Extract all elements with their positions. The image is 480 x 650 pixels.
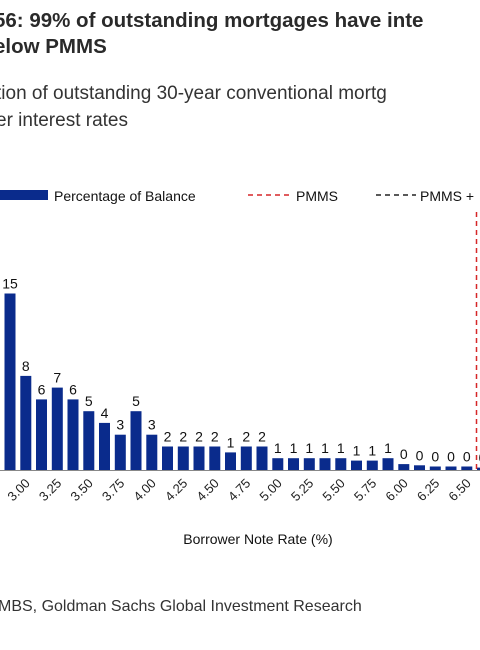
bar-data-label: 7 <box>53 370 61 386</box>
x-tick-label: 6.00 <box>382 476 411 505</box>
bar <box>67 399 79 470</box>
bar <box>99 422 110 470</box>
bar-data-label: 2 <box>164 429 172 445</box>
bar-data-label: 0 <box>400 446 408 462</box>
x-tick-label: 5.25 <box>288 476 317 505</box>
bar <box>225 452 236 470</box>
bar <box>209 446 221 470</box>
bar <box>36 399 47 470</box>
bar-data-label: 2 <box>179 429 187 445</box>
x-tick-label: 4.25 <box>162 476 191 505</box>
bar-data-label: 3 <box>148 417 156 433</box>
bar-data-label: 2 <box>195 429 203 445</box>
bar-data-label: 5 <box>132 393 140 409</box>
x-axis-ticks: 3.00 3.25 3.50 3.75 4.00 4.25 4.50 4.75 5.00 5.25… <box>4 476 480 505</box>
bar-data-label: 2 <box>211 429 219 445</box>
bar-data-label: 1 <box>337 440 345 456</box>
bar-data-label: 0 <box>416 447 424 463</box>
bar <box>398 464 410 470</box>
bar <box>288 458 299 470</box>
bar <box>20 375 32 470</box>
x-tick-label: 4.50 <box>193 476 222 505</box>
bar <box>146 434 158 470</box>
bar <box>445 466 457 470</box>
legend-label-pmms: PMMS <box>296 188 338 204</box>
bar-data-label: 0 <box>447 449 455 465</box>
bar <box>4 293 16 470</box>
x-tick-label: 6.25 <box>414 476 443 505</box>
bar-data-label: 1 <box>321 440 329 456</box>
x-tick-label: 5.50 <box>319 476 348 505</box>
bar-data-label: 0 <box>431 449 439 465</box>
bar-data-label: 1 <box>368 443 376 459</box>
bar <box>162 446 173 470</box>
x-tick-label: 3.50 <box>67 476 96 505</box>
bar-data-label: 1 <box>290 440 298 456</box>
bar <box>51 387 63 470</box>
x-tick-label: 3.00 <box>4 476 33 505</box>
bar <box>272 458 284 470</box>
legend-label-pmms-plus: PMMS + <box>420 188 474 204</box>
bar <box>130 411 142 470</box>
bar <box>319 458 331 470</box>
chart-title-line-1: 56: 99% of outstanding mortgages have in… <box>0 9 424 32</box>
bar-data-label: 1 <box>353 443 361 459</box>
bar-data-label: 6 <box>38 381 46 397</box>
x-tick-label: 5.00 <box>256 476 285 505</box>
bar-series <box>4 293 480 470</box>
legend-swatch-percentage-of-balance <box>0 190 48 200</box>
bar <box>83 411 95 470</box>
bar-data-label: 1 <box>274 440 282 456</box>
bar <box>193 446 205 470</box>
chart-subtitle-line-2: er interest rates <box>0 110 128 131</box>
bar-data-label: 15 <box>2 276 18 292</box>
x-tick-label: 5.75 <box>351 476 380 505</box>
bar <box>240 446 252 470</box>
bar-data-label: 3 <box>116 417 124 433</box>
x-axis-label: Borrower Note Rate (%) <box>183 531 332 547</box>
bar-data-label: 8 <box>22 358 30 374</box>
bar <box>351 460 362 470</box>
bar-data-label: 4 <box>101 405 109 421</box>
chart-legend: Percentage of Balance PMMS PMMS + <box>0 188 474 204</box>
bar-data-label: 2 <box>242 429 250 445</box>
bar <box>366 460 378 470</box>
bar-data-label: 1 <box>384 440 392 456</box>
bar <box>177 446 189 470</box>
bar <box>429 466 441 470</box>
chart-subtitle: tion of outstanding 30-year conventional… <box>0 80 387 134</box>
bar <box>256 446 268 470</box>
bar-data-label: 1 <box>227 434 235 450</box>
bar-data-labels: 158676543532222122111111110000000 <box>2 276 480 466</box>
bar-data-label: 0 <box>463 449 471 465</box>
chart-subtitle-line-1: tion of outstanding 30-year conventional… <box>0 83 387 104</box>
bar-data-label: 1 <box>305 440 313 456</box>
chart-title-line-2: elow PMMS <box>0 35 107 58</box>
x-tick-label: 3.75 <box>99 476 128 505</box>
bar-data-label: 6 <box>69 381 77 397</box>
bar <box>414 465 425 470</box>
bar <box>477 467 480 470</box>
bar <box>382 458 394 470</box>
bar-data-label: 5 <box>85 393 93 409</box>
chart-source-note: MBS, Goldman Sachs Global Investment Res… <box>0 598 362 615</box>
legend-label-percentage-of-balance: Percentage of Balance <box>54 188 196 204</box>
x-tick-label: 4.75 <box>225 476 254 505</box>
bar <box>303 458 315 470</box>
chart-title: 56: 99% of outstanding mortgages have in… <box>0 8 423 60</box>
bar-data-label: 2 <box>258 429 266 445</box>
x-tick-label: 4.00 <box>130 476 159 505</box>
bar-data-label: 0 <box>479 450 480 466</box>
bar <box>114 434 126 470</box>
bar <box>461 466 473 470</box>
x-tick-label: 6.50 <box>445 476 474 505</box>
bar <box>335 458 347 470</box>
x-tick-label: 3.25 <box>36 476 65 505</box>
